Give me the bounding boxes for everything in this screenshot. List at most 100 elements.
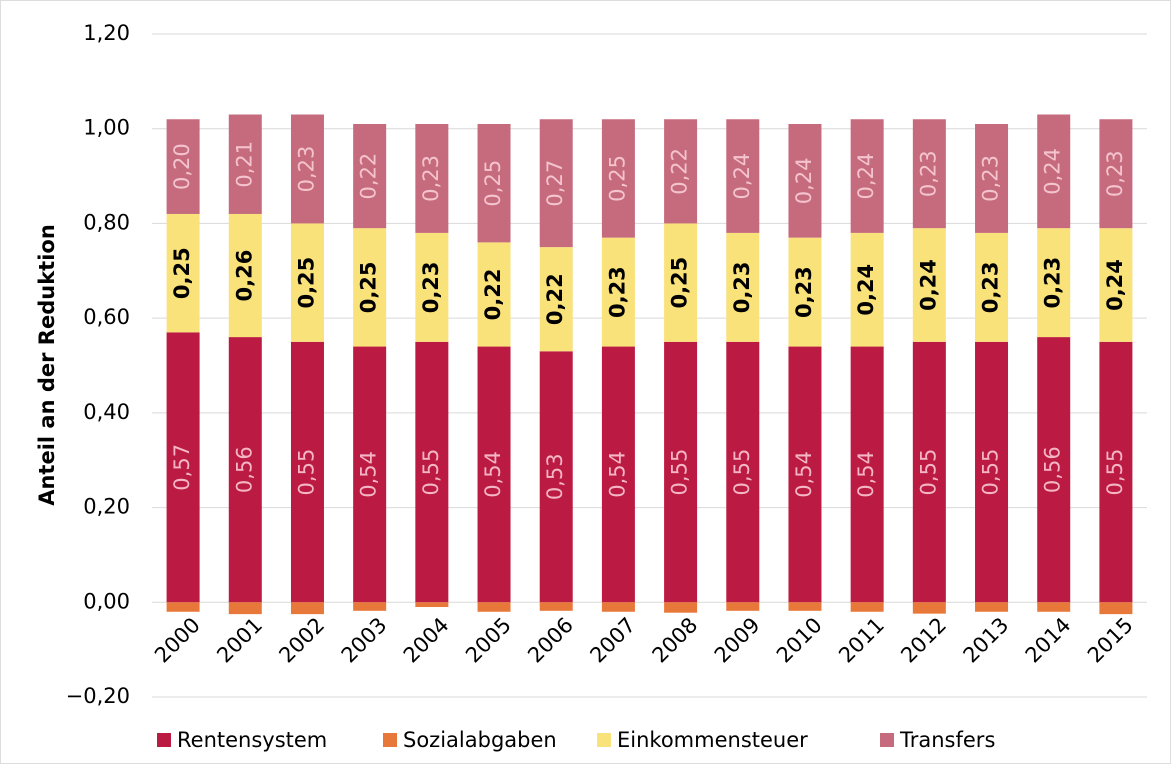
bar-segment <box>415 232 449 342</box>
data-label: 0,23 <box>419 261 443 313</box>
data-label: 0,54 <box>792 451 816 498</box>
data-label: 0,23 <box>792 266 816 318</box>
data-label: 0,55 <box>668 449 692 496</box>
data-label: 0,56 <box>232 446 256 493</box>
data-label: 0,22 <box>481 269 505 321</box>
bar-segment <box>477 602 511 612</box>
data-label: 0,24 <box>1103 259 1127 311</box>
data-label: 0,56 <box>1041 446 1065 493</box>
bar-segment <box>664 223 698 342</box>
bar-segment <box>912 602 946 614</box>
data-label: 0,23 <box>294 146 318 193</box>
y-tick-label: 0,80 <box>83 210 130 234</box>
data-label: 0,55 <box>916 449 940 496</box>
bar-segment <box>228 114 262 214</box>
bar-segment <box>353 228 387 347</box>
data-label: 0,25 <box>294 257 318 309</box>
bar-segment <box>850 602 884 612</box>
data-label: 0,21 <box>232 141 256 188</box>
bar-segment <box>788 237 822 347</box>
legend-label: Einkommensteuer <box>617 728 808 752</box>
y-tick-label: 1,20 <box>83 21 130 45</box>
data-label: 0,54 <box>605 451 629 498</box>
bar-segment <box>912 228 946 342</box>
data-label: 0,54 <box>854 451 878 498</box>
bar-segment <box>415 123 449 233</box>
y-tick-label: 0,20 <box>83 495 130 519</box>
data-label: 0,24 <box>916 259 940 311</box>
data-label: 0,23 <box>1041 257 1065 309</box>
bar-segment <box>850 232 884 347</box>
bar-segment <box>788 602 822 611</box>
bar-segment <box>788 123 822 238</box>
bar-segment <box>726 119 760 233</box>
bar-segment <box>664 602 698 613</box>
data-label: 0,57 <box>170 444 194 491</box>
bar-segment <box>353 346 387 603</box>
data-label: 0,27 <box>543 160 567 207</box>
bar-segment <box>850 119 884 233</box>
bar-segment <box>726 232 760 342</box>
data-label: 0,23 <box>979 261 1003 313</box>
data-label: 0,25 <box>668 257 692 309</box>
data-label: 0,23 <box>1103 150 1127 197</box>
bar-segment <box>353 602 387 611</box>
bar-segment <box>664 341 698 603</box>
y-tick-label: −0,20 <box>66 684 130 708</box>
bar-segment <box>975 602 1009 612</box>
legend-label: Transfers <box>899 728 995 752</box>
legend-label: Sozialabgaben <box>403 728 557 752</box>
bar-segment <box>166 602 200 612</box>
y-tick-label: 0,60 <box>83 305 130 329</box>
bar-segment <box>290 223 324 342</box>
data-label: 0,55 <box>730 449 754 496</box>
bar-segment <box>1037 228 1071 338</box>
data-label: 0,23 <box>730 261 754 313</box>
bar-segment <box>290 602 324 615</box>
bar-segment <box>228 602 262 615</box>
data-label: 0,22 <box>668 148 692 195</box>
bar-segment <box>477 242 511 347</box>
bar-segment <box>850 346 884 603</box>
bar-segment <box>1099 119 1133 229</box>
bar-segment <box>975 123 1009 233</box>
bar-segment <box>601 602 635 612</box>
legend-swatch <box>157 733 171 747</box>
bar-segment <box>415 602 449 608</box>
bar-segment <box>166 119 200 214</box>
data-label: 0,55 <box>419 449 443 496</box>
bar-segment <box>1037 602 1071 612</box>
bar-segment <box>975 232 1009 342</box>
bar-segment <box>912 119 946 229</box>
bar-segment <box>539 247 573 352</box>
bar-segment <box>166 332 200 603</box>
bar-segment <box>353 123 387 229</box>
data-label: 0,24 <box>730 153 754 200</box>
bar-segment <box>477 346 511 603</box>
data-label: 0,55 <box>294 449 318 496</box>
data-label: 0,25 <box>357 261 381 313</box>
bar-segment <box>290 341 324 603</box>
data-label: 0,23 <box>916 150 940 197</box>
bar-segment <box>539 119 573 248</box>
legend-swatch <box>383 733 397 747</box>
data-label: 0,24 <box>854 264 878 316</box>
data-label: 0,54 <box>357 451 381 498</box>
bar-segment <box>290 114 324 224</box>
data-label: 0,25 <box>605 155 629 202</box>
bar-segment <box>1099 602 1133 615</box>
data-label: 0,24 <box>854 153 878 200</box>
data-label: 0,22 <box>357 153 381 200</box>
legend-swatch <box>597 733 611 747</box>
legend-label: Rentensystem <box>177 728 327 752</box>
data-label: 0,55 <box>1103 449 1127 496</box>
data-label: 0,26 <box>232 250 256 302</box>
bar-segment <box>1037 337 1071 603</box>
bar-segment <box>601 237 635 347</box>
bar-segment <box>477 123 511 243</box>
data-label: 0,25 <box>170 247 194 299</box>
bar-segment <box>539 602 573 611</box>
data-label: 0,24 <box>1041 148 1065 195</box>
bar-segment <box>166 213 200 333</box>
